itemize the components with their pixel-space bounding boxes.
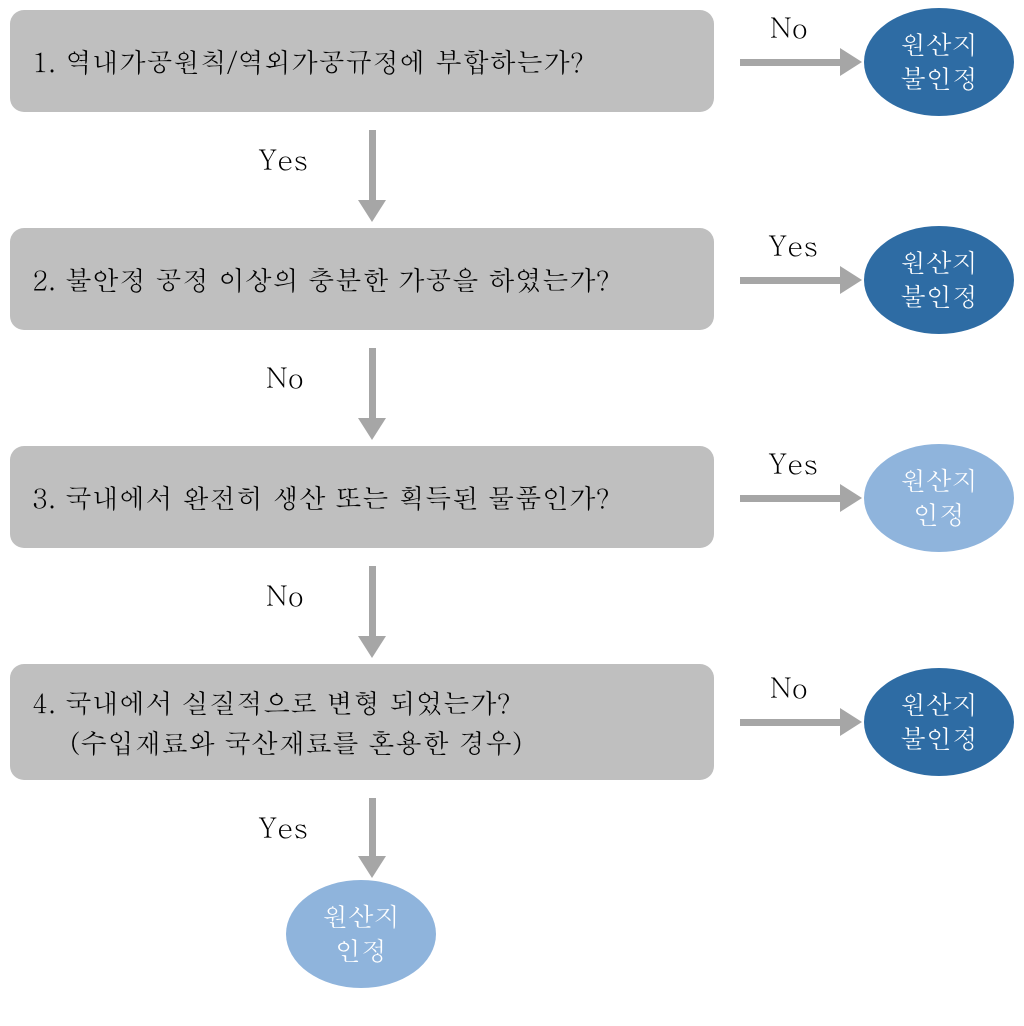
question-3-text: 3. 국내에서 완전히 생산 또는 획득된 물품인가? bbox=[32, 477, 692, 518]
arrow-q3-down bbox=[358, 566, 386, 658]
label-q4-no: No bbox=[770, 666, 808, 706]
result-1-line1: 원산지 bbox=[900, 28, 978, 62]
question-box-3: 3. 국내에서 완전히 생산 또는 획득된 물품인가? bbox=[10, 446, 714, 548]
result-1-line2: 불인정 bbox=[900, 62, 978, 96]
label-q3-no: No bbox=[266, 574, 304, 614]
flowchart-container: 1. 역내가공원칙/역외가공규정에 부합하는가? No 원산지 불인정 Yes … bbox=[0, 0, 1024, 1026]
result-4-line1: 원산지 bbox=[900, 688, 978, 722]
result-ellipse-4: 원산지 불인정 bbox=[864, 668, 1014, 776]
result-3-line1: 원산지 bbox=[900, 464, 978, 498]
arrow-q2-down bbox=[358, 348, 386, 440]
result-2-line2: 불인정 bbox=[900, 280, 978, 314]
result-5-line1: 원산지 bbox=[322, 900, 400, 934]
question-1-text: 1. 역내가공원칙/역외가공규정에 부합하는가? bbox=[32, 41, 692, 82]
result-2-line1: 원산지 bbox=[900, 246, 978, 280]
result-ellipse-2: 원산지 불인정 bbox=[864, 226, 1014, 334]
label-q2-yes: Yes bbox=[768, 224, 818, 264]
question-box-1: 1. 역내가공원칙/역외가공규정에 부합하는가? bbox=[10, 10, 714, 112]
arrow-q4-right bbox=[740, 708, 862, 736]
result-5-line2: 인정 bbox=[335, 934, 387, 968]
question-box-2: 2. 불안정 공정 이상의 충분한 가공을 하였는가? bbox=[10, 228, 714, 330]
result-ellipse-1: 원산지 불인정 bbox=[864, 8, 1014, 116]
label-q3-yes: Yes bbox=[768, 442, 818, 482]
label-q2-no: No bbox=[266, 356, 304, 396]
arrow-q1-down bbox=[358, 130, 386, 222]
result-3-line2: 인정 bbox=[913, 498, 965, 532]
result-4-line2: 불인정 bbox=[900, 722, 978, 756]
arrow-q2-right bbox=[740, 266, 862, 294]
arrow-q1-right bbox=[740, 48, 862, 76]
result-ellipse-5: 원산지 인정 bbox=[286, 880, 436, 988]
label-q4-yes: Yes bbox=[258, 806, 308, 846]
label-q1-no: No bbox=[770, 6, 808, 46]
question-box-4: 4. 국내에서 실질적으로 변형 되었는가? (수입재료와 국산재료를 혼용한 … bbox=[10, 664, 714, 780]
label-q1-yes: Yes bbox=[258, 138, 308, 178]
arrow-q3-right bbox=[740, 484, 862, 512]
arrow-q4-down bbox=[358, 798, 386, 878]
question-4-line2: (수입재료와 국산재료를 혼용한 경우) bbox=[32, 722, 692, 763]
question-2-text: 2. 불안정 공정 이상의 충분한 가공을 하였는가? bbox=[32, 259, 692, 300]
result-ellipse-3: 원산지 인정 bbox=[864, 444, 1014, 552]
question-4-line1: 4. 국내에서 실질적으로 변형 되었는가? bbox=[32, 682, 692, 723]
